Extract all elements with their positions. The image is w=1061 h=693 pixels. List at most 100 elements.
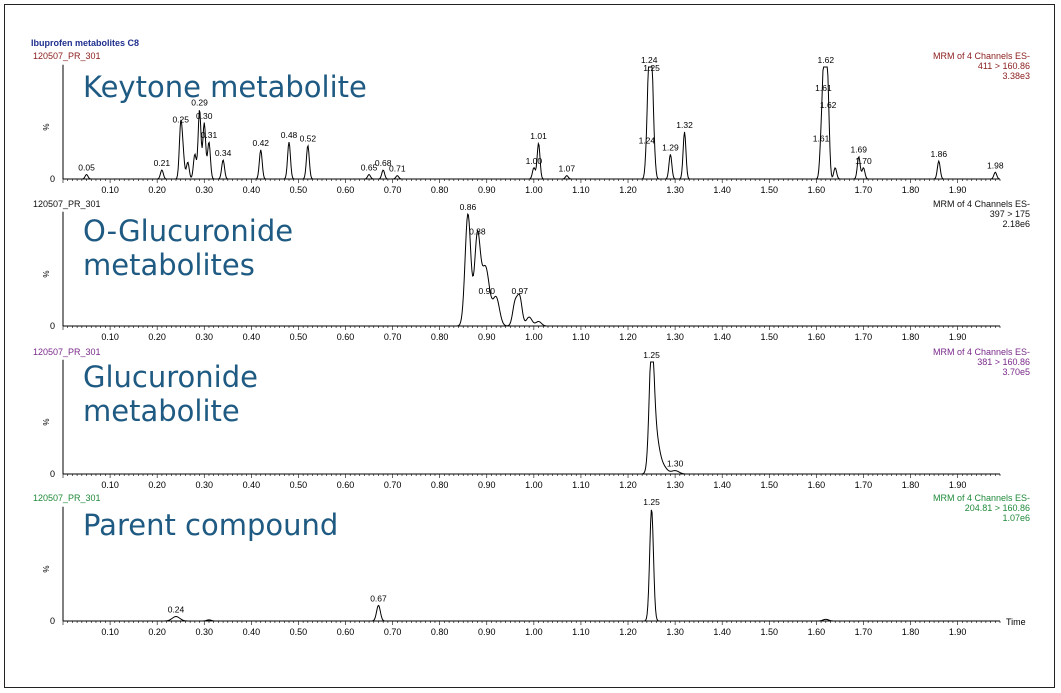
- panel-1-x-tick-label: 0.70: [384, 185, 402, 195]
- panel-3-x-tick-label: 1.10: [572, 480, 590, 490]
- panel-3-y-axis-label: %: [42, 418, 51, 425]
- panel-1-peak-label: 0.25: [172, 114, 189, 124]
- panel-3-x-tick-label: 0.40: [243, 480, 261, 490]
- panel-2-x-tick-label: 1.10: [572, 332, 590, 342]
- panel-1-x-tick-label: 1.40: [713, 185, 731, 195]
- panel-3-x-tick-label: 1.00: [525, 480, 543, 490]
- panel-1-peak-label: 1.70: [855, 156, 872, 166]
- panel-1-x-tick-label: 1.30: [666, 185, 684, 195]
- panel-4-x-tick-label: 1.80: [902, 627, 920, 637]
- panel-1-peak-label: 1.61: [813, 133, 830, 143]
- panel-1-peak-label: 1.25: [643, 63, 660, 73]
- panel-4-x-tick-label: 1.00: [525, 627, 543, 637]
- panel-1-peak-label: 0.42: [252, 138, 269, 148]
- panel-3-x-tick-label: 1.60: [808, 480, 826, 490]
- panel-2-sample: 120507_PR_301: [33, 199, 101, 209]
- panel-2-x-tick-label: 1.60: [808, 332, 826, 342]
- panel-3-peak-label: 1.25: [643, 350, 660, 360]
- panel-1-x-tick-label: 0.50: [290, 185, 308, 195]
- panel-4-x-tick-label: 1.40: [713, 627, 731, 637]
- panel-4-peak-label: 1.25: [643, 497, 660, 507]
- panel-2-x-tick-label: 0.20: [148, 332, 166, 342]
- panel-2-y-zero-label: 0: [50, 321, 55, 331]
- panel-1-peak-label: 0.52: [300, 133, 317, 143]
- panel-3-method: MRM of 4 Channels ES- 381 > 160.86 3.70e…: [933, 347, 1030, 377]
- panel-1-y-axis-label: %: [42, 123, 51, 130]
- panel-4-annotation: Parent compound: [83, 508, 339, 542]
- panel-2-peak-label: 0.88: [469, 227, 486, 237]
- panel-4-x-tick-label: 0.90: [478, 627, 496, 637]
- panel-4-x-tick-label: 0.80: [431, 627, 449, 637]
- panel-4-x-tick-label: 1.90: [949, 627, 967, 637]
- panel-1-method-line-1: MRM of 4 Channels ES-: [932, 51, 1030, 61]
- panel-3-x-tick-label: 0.60: [337, 480, 355, 490]
- panel-3-x-tick-label: 1.80: [902, 480, 920, 490]
- panel-4-x-tick-label: 1.10: [572, 627, 590, 637]
- panel-2-method-line-2: 397 > 175: [989, 209, 1030, 219]
- panel-1-peak-label: 0.65: [361, 163, 378, 173]
- panel-1-peak-label: 1.62: [818, 55, 835, 65]
- panel-2-x-tick-label: 1.00: [525, 332, 543, 342]
- panel-1-peak-label: 0.68: [375, 158, 392, 168]
- panel-2-trace: [63, 212, 1000, 327]
- panel-1-x-tick-label: 1.10: [572, 185, 590, 195]
- panel-1-y-zero-label: 0: [50, 174, 55, 184]
- panel-2-method-line-1: MRM of 4 Channels ES-: [932, 199, 1030, 209]
- panel-3-method-line-3: 3.70e5: [1002, 367, 1030, 377]
- panel-2-x-tick-label: 1.30: [666, 332, 684, 342]
- panel-1-x-tick-label: 1.20: [619, 185, 637, 195]
- panel-2-x-tick-label: 1.70: [855, 332, 873, 342]
- panel-3-x-tick-label: 1.90: [949, 480, 967, 490]
- panel-2-x-tick-label: 1.90: [949, 332, 967, 342]
- panel-1-x-tick-label: 1.80: [902, 185, 920, 195]
- panel-1-x-tick-label: 0.90: [478, 185, 496, 195]
- panel-3-x-tick-label: 0.90: [478, 480, 496, 490]
- panel-2-x-tick-label: 0.60: [337, 332, 355, 342]
- panel-1-peak-label: 0.48: [281, 130, 298, 140]
- panel-1-peak-label: 1.61: [815, 83, 832, 93]
- panel-1-x-tick-label: 1.60: [808, 185, 826, 195]
- panel-4-y-axis-label: %: [42, 565, 51, 572]
- panel-2-x-tick-label: 0.70: [384, 332, 402, 342]
- panel-2-x-tick-label: 1.40: [713, 332, 731, 342]
- panel-1-x-tick-label: 0.60: [337, 185, 355, 195]
- panel-1-peak-label: 1.98: [987, 160, 1004, 170]
- panel-1-peak-label: 1.69: [850, 145, 867, 155]
- panel-4-peak-label: 0.67: [370, 593, 387, 603]
- panel-1-peak-label: 1.07: [559, 164, 576, 174]
- figure-frame: [4, 4, 1055, 688]
- panel-2-x-tick-label: 1.20: [619, 332, 637, 342]
- panel-1-peak-label: 0.31: [201, 130, 218, 140]
- figure-title: Ibuprofen metabolites C8: [31, 38, 140, 48]
- panel-1-peak-label: 0.34: [215, 148, 232, 158]
- panel-1-method-line-2: 411 > 160.86: [977, 61, 1030, 71]
- panel-4-x-tick-label: 0.30: [195, 627, 213, 637]
- panel-3-annotation: Glucuronide metabolite: [83, 360, 258, 428]
- x-axis-label: Time: [1006, 617, 1026, 627]
- panel-1-x-tick-label: 0.30: [195, 185, 213, 195]
- panel-3-method-line-1: MRM of 4 Channels ES-: [932, 347, 1030, 357]
- panel-3-y-zero-label: 0: [50, 469, 55, 479]
- panel-1-peak-label: 1.00: [526, 156, 543, 166]
- panel-2-annotation: O-Glucuronide metabolites: [83, 214, 294, 282]
- panel-1-x-tick-label: 0.20: [148, 185, 166, 195]
- panel-4-x-tick-label: 0.60: [337, 627, 355, 637]
- panel-4-x-tick-label: 0.50: [290, 627, 308, 637]
- panel-2-x-tick-label: 0.10: [101, 332, 119, 342]
- panel-1-peak-label: 1.32: [676, 120, 693, 130]
- panel-4-method-line-1: MRM of 4 Channels ES-: [932, 493, 1030, 503]
- panel-1-peak-label: 1.29: [662, 142, 679, 152]
- panel-2-peak-label: 0.97: [511, 286, 528, 296]
- panel-4-x-tick-label: 1.50: [761, 627, 779, 637]
- panel-2-x-tick-label: 0.40: [243, 332, 261, 342]
- panel-3-x-tick-label: 0.80: [431, 480, 449, 490]
- panel-2-method-line-3: 2.18e6: [1002, 219, 1030, 229]
- panel-1-peak-label: 0.71: [389, 164, 406, 174]
- panel-4-x-tick-label: 0.20: [148, 627, 166, 637]
- panel-4-method: MRM of 4 Channels ES- 204.81 > 160.86 1.…: [933, 493, 1030, 523]
- panel-4-method-line-2: 204.81 > 160.86: [964, 503, 1030, 513]
- panel-1-method-line-3: 3.38e3: [1002, 71, 1030, 81]
- panel-4-x-tick-label: 1.70: [855, 627, 873, 637]
- panel-1-sample: 120507_PR_301: [33, 51, 101, 61]
